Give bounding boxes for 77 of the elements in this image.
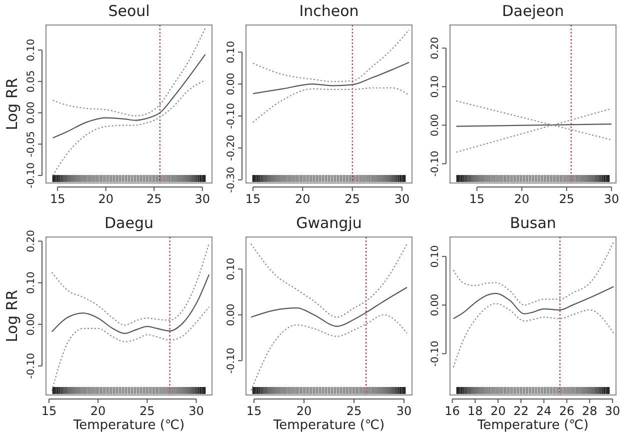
chart-title: Incheon (299, 2, 359, 20)
x-tick-label: 16 (444, 404, 460, 418)
x-tick-label: 15 (469, 192, 485, 206)
x-tick-label: 30 (394, 192, 410, 206)
x-axis-title: Temperature (℃) (72, 418, 185, 433)
x-axis-title: Temperature (℃) (476, 418, 589, 433)
y-tick-label: -0.10 (26, 162, 37, 188)
y-tick-label: 0.20 (430, 36, 441, 60)
x-tick-label: 30 (604, 404, 620, 418)
y-tick-label: 0.05 (26, 70, 37, 93)
chart-title: Gwangju (296, 214, 362, 232)
x-tick-label: 30 (188, 404, 204, 418)
line-series (452, 241, 614, 306)
x-tick-label: 30 (396, 404, 412, 418)
x-tick-label: 25 (344, 192, 360, 206)
y-tick-label: -0.10 (26, 352, 37, 379)
y-tick-label: -0.10 (226, 103, 237, 129)
line-series (250, 314, 408, 391)
y-axis-title: Log RR (3, 78, 21, 130)
x-tick-label: 25 (346, 404, 362, 418)
line-series (250, 243, 408, 318)
x-tick-label: 20 (296, 404, 312, 418)
line-series (52, 28, 206, 116)
chart-title: Seoul (108, 2, 150, 20)
x-tick-label: 15 (245, 192, 261, 206)
x-tick-label: 20 (90, 404, 106, 418)
chart-title: Daegu (104, 214, 154, 232)
x-axis-title: Temperature (℃) (272, 418, 385, 433)
y-tick-label: -0.20 (226, 134, 237, 161)
line-series (51, 274, 210, 334)
x-tick-label: 20 (295, 192, 310, 206)
x-tick-label: 15 (41, 404, 57, 418)
y-tick-label: 0.10 (26, 272, 37, 294)
y-tick-label: 0.00 (226, 72, 237, 96)
line-series (51, 306, 210, 392)
y-tick-label: 0.10 (430, 76, 441, 98)
y-tick-label: -0.05 (26, 131, 37, 158)
line-series (51, 242, 210, 326)
line-series (52, 80, 206, 176)
y-tick-label: 0.10 (226, 41, 237, 64)
x-tick-label: 25 (140, 404, 155, 418)
y-tick-label: -0.10 (430, 150, 441, 177)
line-series (252, 62, 410, 94)
x-tick-label: 24 (536, 404, 552, 418)
x-tick-label: 28 (582, 404, 598, 418)
y-tick-label: -0.10 (430, 340, 441, 367)
chart-title: Busan (510, 214, 556, 232)
x-tick-label: 25 (559, 192, 574, 206)
line-series (250, 286, 408, 327)
x-tick-label: 18 (468, 404, 483, 418)
y-tick-label: 0.00 (26, 102, 37, 124)
y-tick-label: 0.10 (430, 245, 441, 268)
x-tick-label: 30 (604, 192, 620, 206)
y-tick-label: 0.00 (430, 114, 441, 136)
y-tick-label: -0.10 (226, 348, 237, 374)
y-axis-title: Log RR (3, 290, 21, 342)
x-tick-label: 20 (514, 192, 530, 206)
y-tick-label: 0.00 (430, 294, 441, 316)
line-series (452, 286, 614, 320)
y-tick-label: -0.30 (226, 166, 237, 193)
line-series (252, 29, 410, 82)
x-tick-label: 30 (194, 192, 210, 206)
y-tick-label: 0.00 (26, 313, 37, 336)
x-tick-label: 25 (146, 192, 162, 206)
y-tick-label: 0.10 (26, 38, 37, 62)
chart-title: Daejeon (502, 2, 564, 20)
line-series (52, 54, 206, 138)
line-series (252, 87, 410, 123)
x-tick-label: 15 (246, 404, 262, 418)
y-tick-label: 0.00 (226, 304, 237, 326)
y-tick-label: 0.20 (26, 230, 37, 252)
y-tick-label: 0.10 (226, 258, 237, 280)
x-tick-label: 20 (98, 192, 114, 206)
x-tick-label: 15 (50, 192, 66, 206)
x-tick-label: 26 (559, 404, 574, 418)
x-tick-label: 22 (513, 404, 529, 418)
x-tick-label: 20 (490, 404, 506, 418)
